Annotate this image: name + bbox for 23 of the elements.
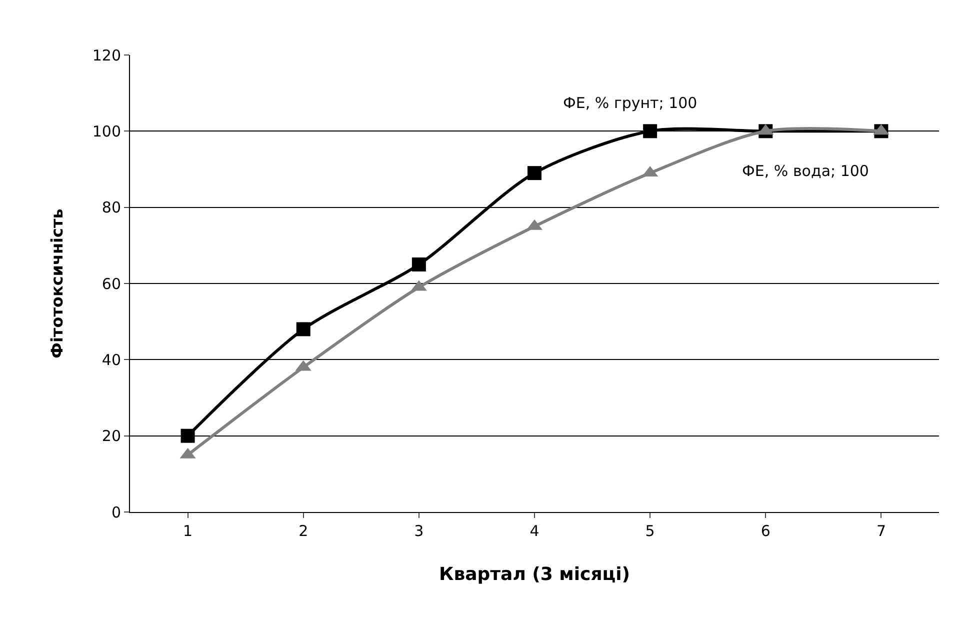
x-tick-label: 4 [530,522,540,540]
y-tick-label: 20 [102,427,121,446]
x-tick-label: 6 [760,522,770,540]
point [412,257,426,272]
y-tick-label: 100 [92,122,121,140]
x-tick-label: 3 [414,522,424,540]
point [643,124,658,138]
point [296,322,310,336]
y-tick-label: 120 [92,46,121,64]
annotation: ФЕ, % грунт; 100 [563,94,698,112]
x-tick-label: 1 [183,522,193,540]
y-tick-label: 0 [111,503,121,522]
annotation: ФЕ, % вода; 100 [742,162,869,180]
y-tick-label: 80 [102,198,121,217]
x-tick-label: 7 [876,522,886,540]
x-axis-title: Квартал (3 місяці) [438,564,630,586]
y-tick-label: 40 [102,350,121,369]
point [180,428,195,443]
x-tick-label: 2 [298,522,308,540]
point [528,166,542,180]
x-tick-label: 5 [645,522,655,540]
y-axis-title: Фітотоксичність [47,208,66,358]
y-tick-label: 60 [102,274,121,293]
